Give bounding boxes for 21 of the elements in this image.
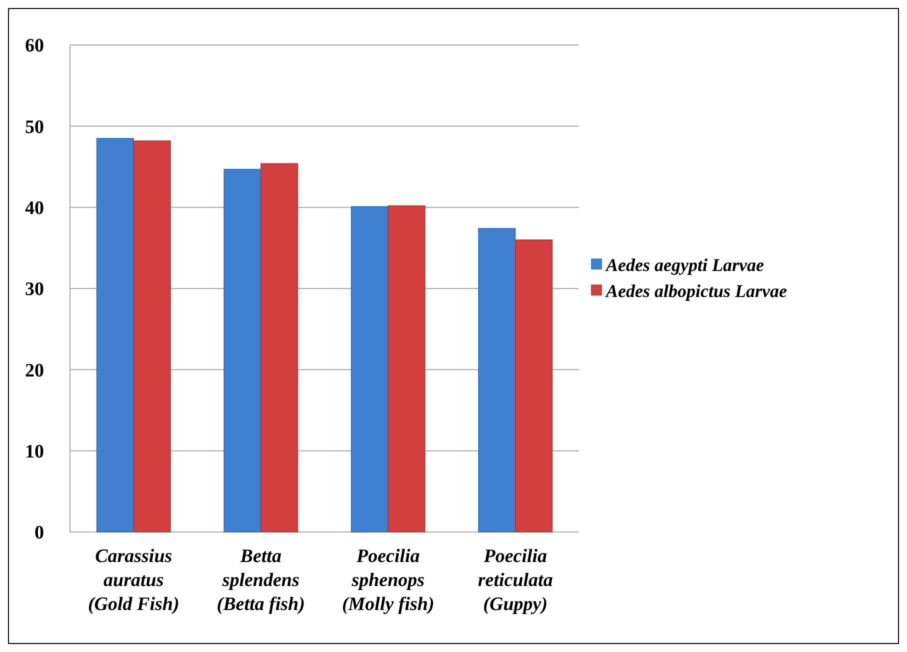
x-tick-label: Betta splendens (Betta fish) — [216, 546, 305, 615]
legend-label: Aedes albopictus Larvae — [605, 280, 787, 301]
y-tick-label: 60 — [25, 36, 44, 57]
y-tick-label: 40 — [25, 198, 44, 219]
bar — [350, 206, 388, 532]
y-tick-label: 20 — [25, 360, 44, 382]
y-tick-label: 30 — [25, 279, 44, 300]
y-tick-label: 0 — [34, 522, 44, 544]
x-tick-label: Poecilia sphenops (Molly fish) — [342, 546, 434, 615]
legend-label: Aedes aegypti Larvae — [605, 254, 764, 275]
bar — [260, 163, 298, 532]
x-tick-label: Carassius auratus (Gold Fish) — [88, 546, 180, 615]
bar — [224, 168, 262, 532]
bar — [388, 205, 426, 532]
bar — [478, 228, 516, 532]
y-tick-label: 50 — [25, 116, 44, 138]
y-tick-label: 10 — [25, 441, 44, 462]
bar — [96, 138, 134, 532]
bar — [133, 140, 171, 532]
x-tick-label: Poecilia reticulata (Guppy) — [478, 546, 554, 615]
bar — [515, 240, 553, 532]
